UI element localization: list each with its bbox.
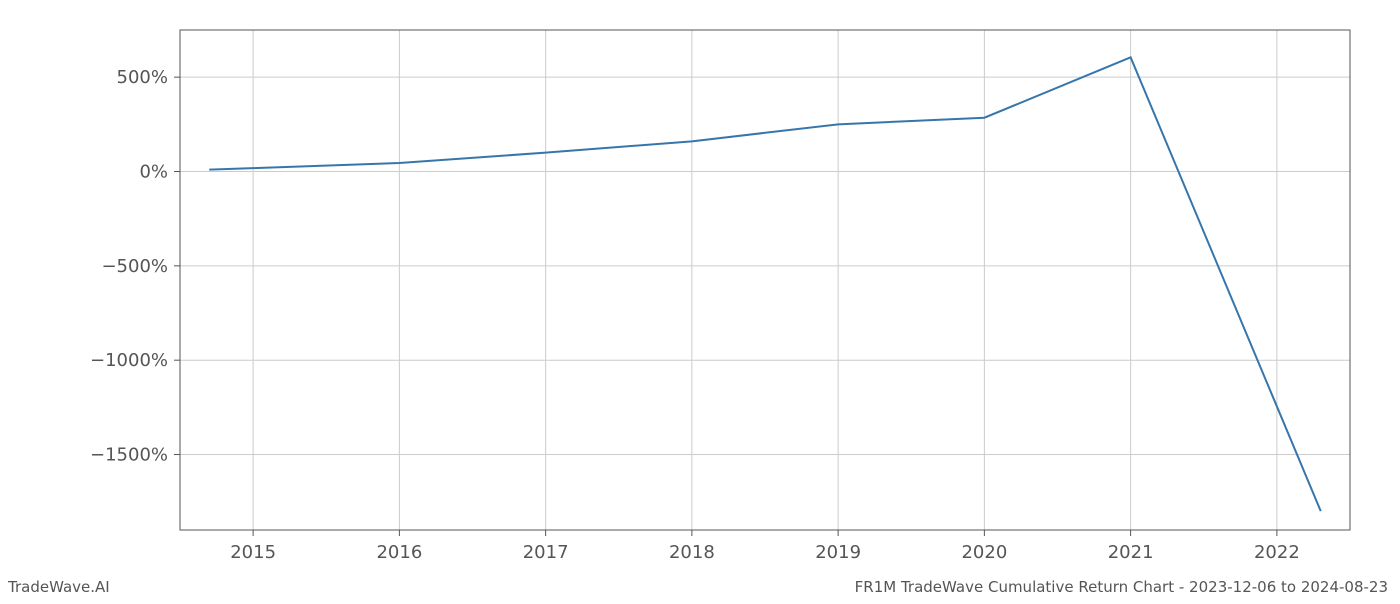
y-tick-label: −1000% (90, 350, 168, 371)
x-tick-label: 2018 (669, 542, 715, 563)
line-chart: 2015 2016 2017 2018 2019 2020 2021 2022 −1500% −1… (0, 0, 1400, 600)
x-tick-label: 2019 (815, 542, 861, 563)
x-tick-label: 2016 (376, 542, 422, 563)
footer-right: FR1M TradeWave Cumulative Return Chart -… (855, 578, 1388, 596)
x-tick-label: 2022 (1254, 542, 1300, 563)
y-tick-label: −1500% (90, 445, 168, 466)
y-tick-label: 500% (117, 67, 168, 88)
x-tick-label: 2020 (961, 542, 1007, 563)
chart-container: 2015 2016 2017 2018 2019 2020 2021 2022 −1500% −1… (0, 0, 1400, 600)
cumulative-return-line (209, 57, 1321, 511)
x-tick-label: 2015 (230, 542, 276, 563)
y-tick-label: −500% (101, 256, 168, 277)
x-tick-label: 2021 (1108, 542, 1154, 563)
footer-left: TradeWave.AI (8, 578, 110, 596)
x-tick-label: 2017 (523, 542, 569, 563)
y-tick-label: 0% (139, 162, 168, 183)
